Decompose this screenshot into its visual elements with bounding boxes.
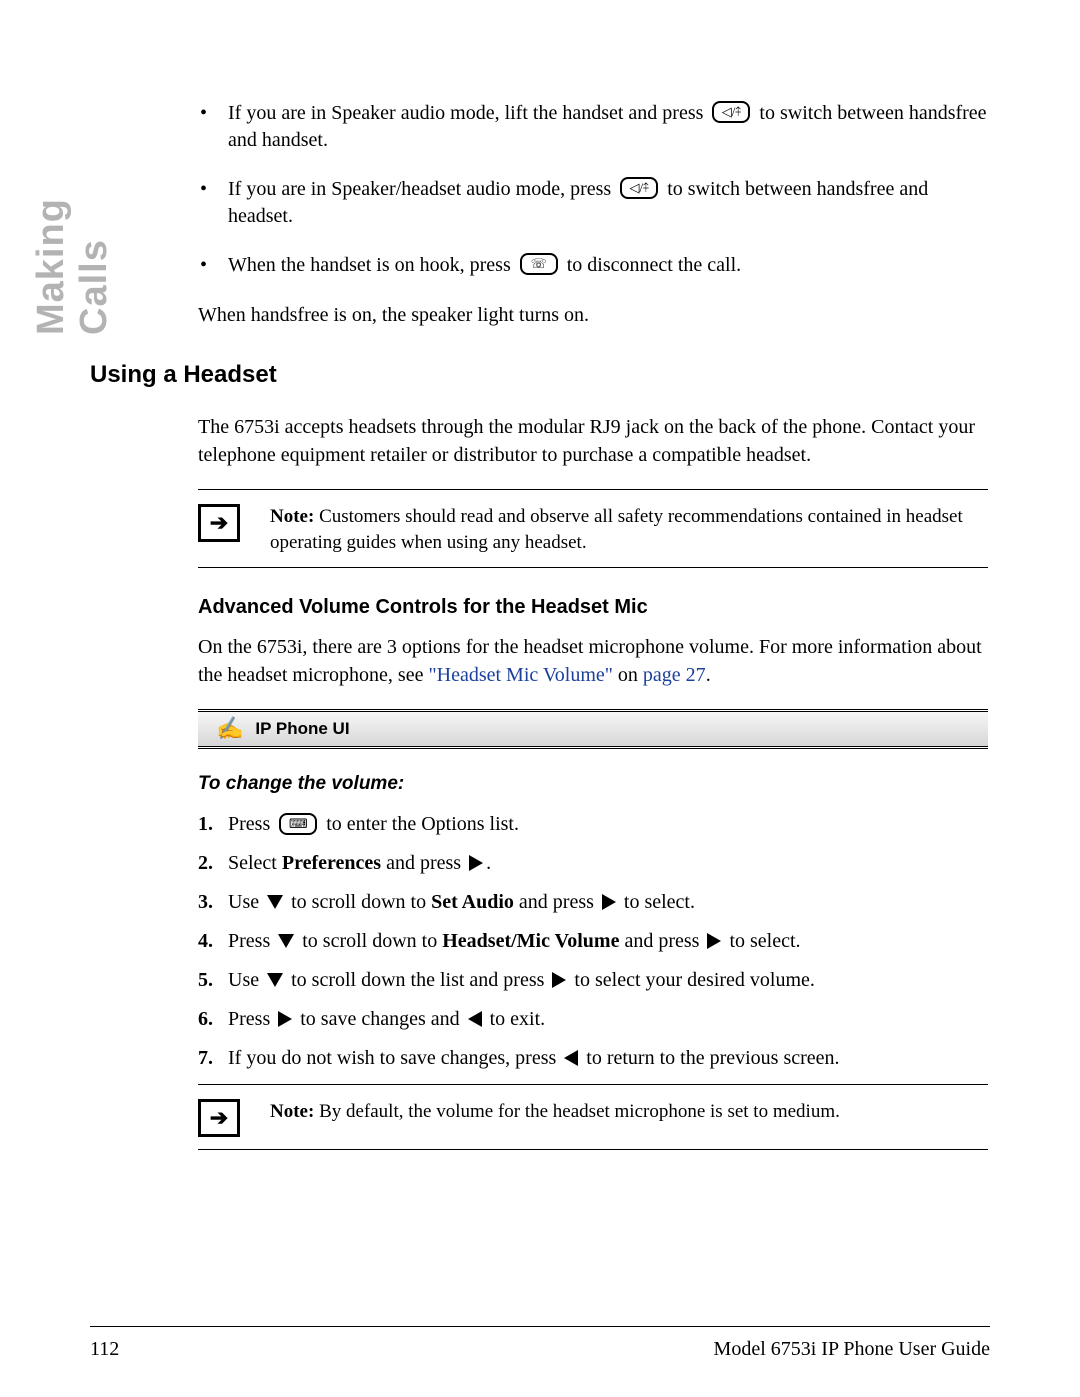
guide-title: Model 6753i IP Phone User Guide [714,1338,990,1361]
step-item: If you do not wish to save changes, pres… [198,1045,988,1072]
step-text: Select [228,852,282,874]
note-body: Customers should read and observe all sa… [270,506,963,553]
bullet-text: If you are in Speaker audio mode, lift t… [228,102,708,124]
bullet-text: to disconnect the call. [567,254,741,276]
divider [198,489,988,490]
step-text: to select. [619,891,695,913]
arrow-down-icon [267,973,283,987]
note-label: Note: [270,1101,314,1122]
ip-phone-ui-bar: ✍ IP Phone UI [198,712,988,746]
step-text: to scroll down to [297,930,442,952]
note-text: Note: By default, the volume for the hea… [270,1099,840,1125]
arrow-down-icon [267,895,283,909]
para-text: . [706,664,711,686]
bullet-text: If you are in Speaker/headset audio mode… [228,178,616,200]
step-text: Use [228,969,264,991]
footer-divider [90,1326,990,1327]
heading-using-headset: Using a Headset [90,361,995,389]
para-text: on [613,664,643,686]
note-label: Note: [270,506,314,527]
step-text: to exit. [485,1008,546,1030]
heading-advanced-volume: Advanced Volume Controls for the Headset… [198,596,988,619]
step-item: Press to save changes and to exit. [198,1006,988,1033]
divider [198,1084,988,1085]
headset-section: The 6753i accepts headsets through the m… [198,413,988,1150]
note-body: By default, the volume for the headset m… [314,1101,840,1122]
step-item: Press ⌨ to enter the Options list. [198,811,988,838]
section-tab: Making Calls [30,95,70,335]
divider [198,567,988,568]
step-text: to save changes and [295,1008,464,1030]
write-icon: ✍ [215,715,245,743]
body-paragraph: The 6753i accepts headsets through the m… [198,413,988,469]
step-item: Use to scroll down the list and press to… [198,967,988,994]
step-text: and press [514,891,599,913]
arrow-left-icon [468,1011,482,1027]
page-content: If you are in Speaker audio mode, lift t… [90,100,995,1158]
bullet-text: When the handset is on hook, press [228,254,516,276]
document-page: Making Calls If you are in Speaker audio… [0,0,1080,1397]
step-text: . [486,852,491,874]
heading-to-change-volume: To change the volume: [198,773,988,795]
speaker-key-icon: ◁/⤉ [712,101,750,123]
step-text: and press [619,930,704,952]
step-text: to enter the Options list. [326,813,519,835]
divider [198,1149,988,1150]
step-text: to scroll down the list and press [286,969,549,991]
bullet-list: If you are in Speaker audio mode, lift t… [198,100,988,279]
goodbye-key-icon: ☏ [520,253,558,275]
ui-bar-container: ✍ IP Phone UI [198,709,988,749]
note-block: ➔ Note: Customers should read and observ… [198,489,988,568]
step-text: Press [228,813,275,835]
steps-list: Press ⌨ to enter the Options list. Selec… [198,811,988,1072]
body-paragraph: On the 6753i, there are 3 options for th… [198,633,988,689]
arrow-right-icon [602,894,616,910]
step-bold: Preferences [282,852,381,874]
page-ref-link[interactable]: page 27 [643,664,706,686]
note-text: Note: Customers should read and observe … [270,504,988,555]
step-item: Use to scroll down to Set Audio and pres… [198,889,988,916]
note-row: ➔ Note: By default, the volume for the h… [198,1091,988,1143]
step-item: Press to scroll down to Headset/Mic Volu… [198,928,988,955]
arrow-right-icon [469,855,483,871]
step-text: to return to the previous screen. [581,1047,839,1069]
arrow-right-icon [552,972,566,988]
step-text: to select. [724,930,800,952]
step-text: Use [228,891,264,913]
step-bold: Set Audio [431,891,514,913]
arrow-right-icon [707,933,721,949]
options-key-icon: ⌨ [279,813,317,835]
step-bold: Headset/Mic Volume [442,930,619,952]
arrow-left-icon [564,1050,578,1066]
arrow-right-icon: ➔ [198,1099,240,1137]
bullet-item: When the handset is on hook, press ☏ to … [198,252,988,279]
ui-bar-label: IP Phone UI [255,719,349,739]
intro-block: If you are in Speaker audio mode, lift t… [198,100,988,329]
arrow-down-icon [278,934,294,948]
bullet-item: If you are in Speaker/headset audio mode… [198,176,988,230]
step-text: Press [228,930,275,952]
body-paragraph: When handsfree is on, the speaker light … [198,301,988,329]
page-number: 112 [90,1338,119,1361]
cross-ref-link[interactable]: "Headset Mic Volume" [428,664,612,686]
step-text: Press [228,1008,275,1030]
step-text: If you do not wish to save changes, pres… [228,1047,561,1069]
arrow-right-icon [278,1011,292,1027]
step-text: and press [381,852,466,874]
bullet-item: If you are in Speaker audio mode, lift t… [198,100,988,154]
note-row: ➔ Note: Customers should read and observ… [198,496,988,561]
arrow-right-icon: ➔ [198,504,240,542]
step-text: to scroll down to [286,891,431,913]
step-text: to select your desired volume. [569,969,815,991]
speaker-key-icon: ◁/⤉ [620,177,658,199]
page-footer: 112 Model 6753i IP Phone User Guide [90,1338,990,1361]
step-item: Select Preferences and press . [198,850,988,877]
note-block: ➔ Note: By default, the volume for the h… [198,1084,988,1150]
